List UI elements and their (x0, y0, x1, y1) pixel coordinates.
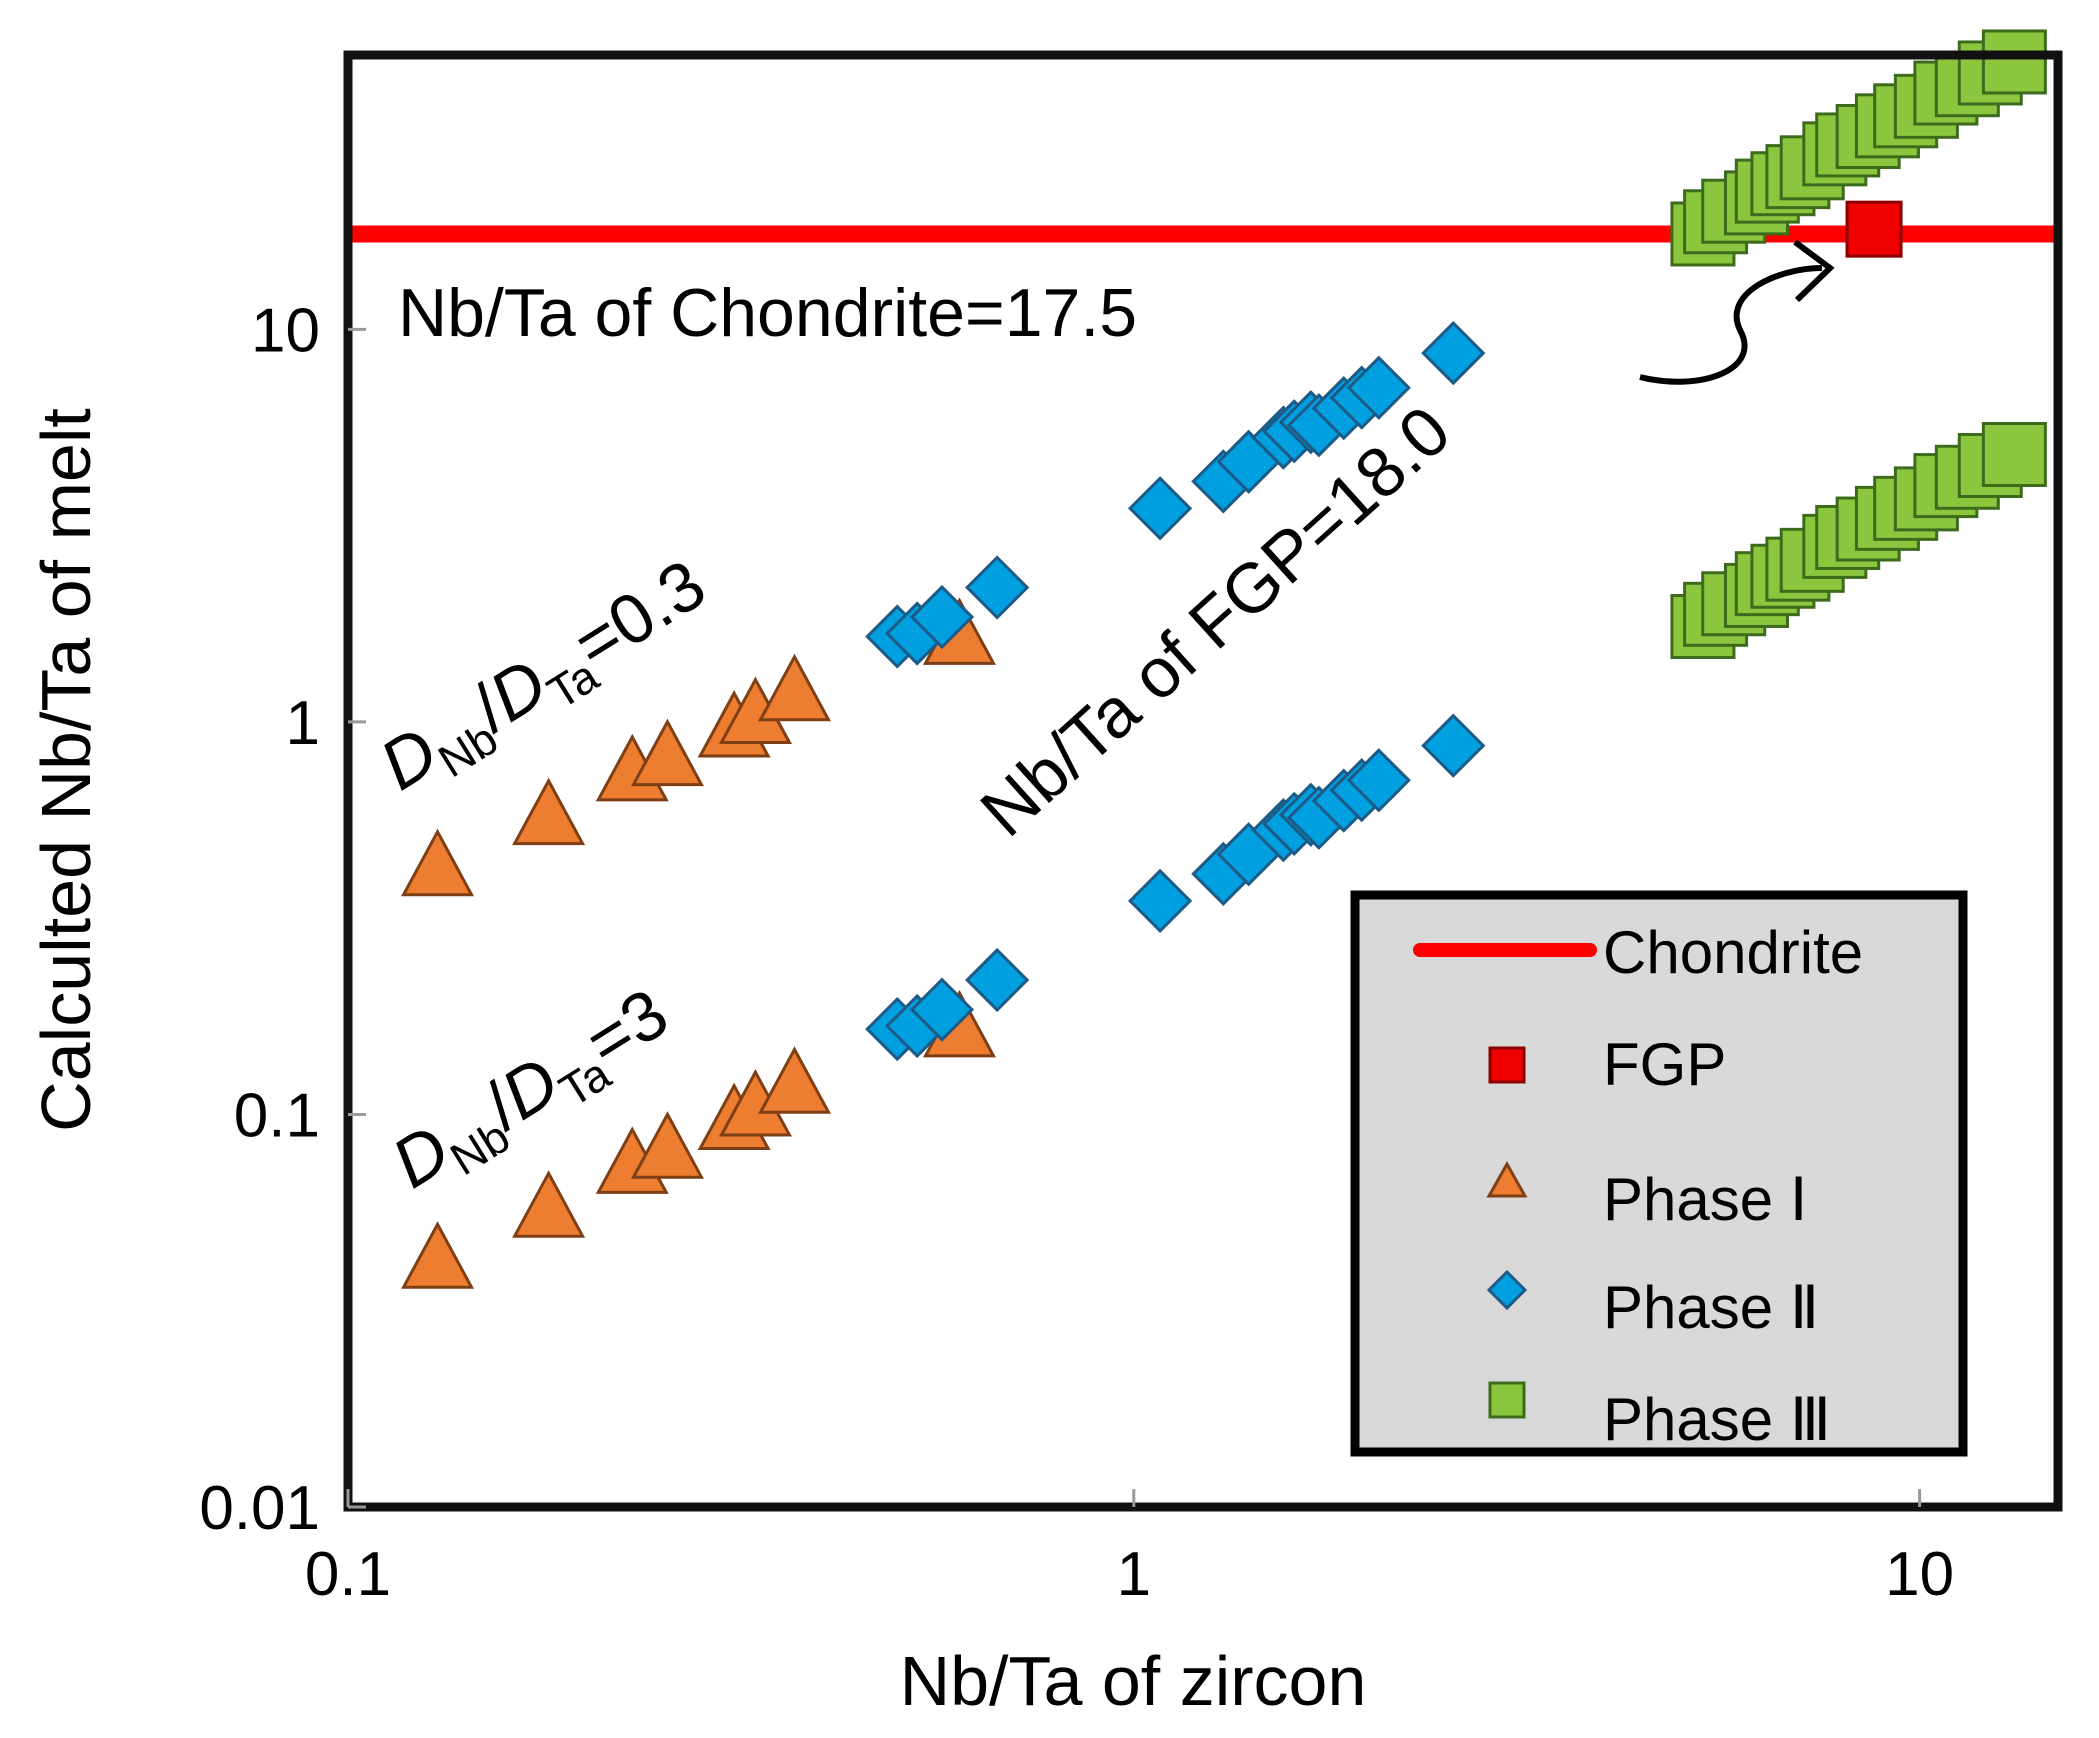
y-tick-label: 0.01 (199, 1474, 320, 1543)
legend-fgp-label: FGP (1603, 1031, 1726, 1098)
x-tick-label: 10 (1885, 1540, 1954, 1609)
legend-phase2-label: Phase Ⅱ (1603, 1274, 1819, 1341)
fgp-arrowhead (1793, 239, 1835, 303)
legend-phase2-swatch (1486, 1269, 1528, 1311)
phase1-point (401, 828, 475, 897)
phase2-point (1127, 868, 1193, 934)
y-tick-label: 0.1 (234, 1081, 320, 1150)
legend-chondrite-label: Chondrite (1603, 919, 1863, 986)
phase3-point (1981, 29, 2047, 95)
legend-fgp-swatch (1488, 1046, 1526, 1084)
x-axis-title: Nb/Ta of zircon (900, 1642, 1367, 1720)
phase2-point (1346, 748, 1411, 813)
y-tick-label: 1 (286, 689, 320, 758)
legend: Chondrite FGP Phase Ⅰ Phase Ⅱ Phase Ⅲ (1350, 890, 1968, 1457)
plot-frame (343, 50, 2063, 1512)
phase2-point (1421, 713, 1486, 778)
chondrite-line-label: Nb/Ta of Chondrite=17.5 (398, 275, 1137, 351)
legend-box (1350, 890, 1968, 1457)
phase2-point (965, 947, 1030, 1013)
legend-phase3-label: Phase Ⅲ (1603, 1386, 1831, 1453)
phase1-point (630, 718, 704, 787)
legend-phase1-label: Phase Ⅰ (1603, 1166, 1808, 1233)
phase1-point (512, 1170, 586, 1238)
phase1-point (512, 777, 586, 846)
x-tick-label: 0.1 (305, 1540, 391, 1609)
phase3-point (1981, 422, 2047, 488)
legend-phase1-swatch (1486, 1160, 1528, 1198)
phase2-point (965, 555, 1030, 620)
phase1-point (757, 1046, 832, 1114)
phase1-point (630, 1111, 704, 1179)
y-axis-title: Calculted Nb/Ta of melt (27, 408, 105, 1132)
phase2-point (1421, 320, 1486, 386)
fgp-arrow (1639, 265, 1823, 385)
fgp-point (1845, 200, 1903, 258)
phase1-point (757, 653, 832, 722)
dratio-annotation-lower: DNb/DTa=3 (379, 973, 687, 1212)
phase2-point (909, 977, 975, 1042)
legend-phase3-swatch (1488, 1381, 1526, 1419)
y-tick-label: 10 (251, 296, 320, 365)
phase2-point (1346, 355, 1411, 420)
phase2-point (909, 584, 975, 650)
phase1-point (401, 1221, 475, 1289)
phase2-point (1127, 476, 1193, 541)
x-tick-label: 1 (1117, 1540, 1151, 1609)
